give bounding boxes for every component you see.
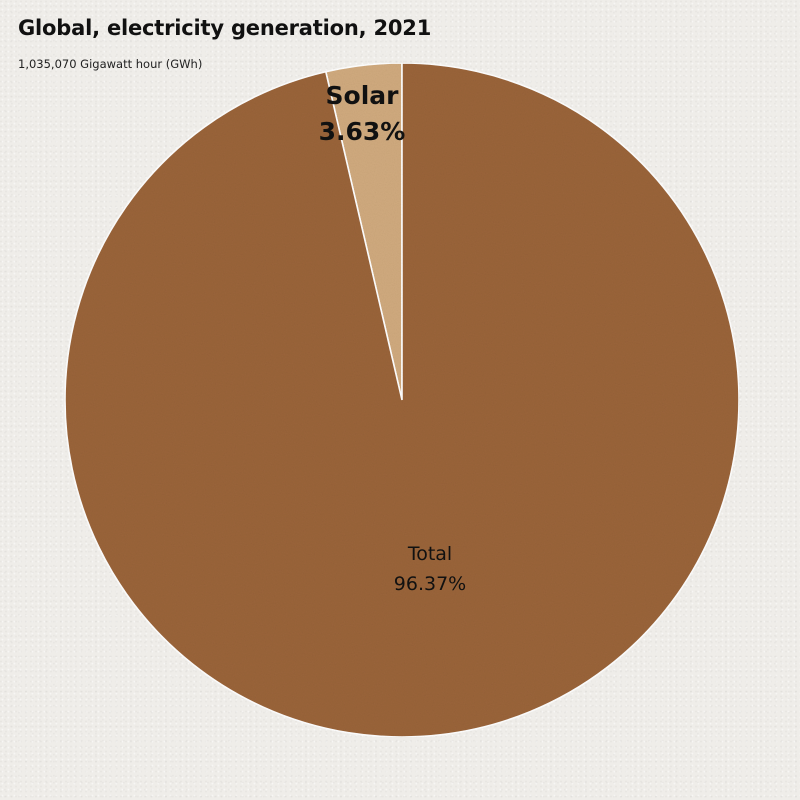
chart-title: Global, electricity generation, 2021 — [18, 16, 432, 40]
slice-label-total: Total — [407, 543, 452, 565]
slice-label-solar: Solar — [326, 81, 400, 110]
chart-subtitle: 1,035,070 Gigawatt hour (GWh) — [18, 57, 203, 71]
pie-slices — [64, 62, 740, 738]
slice-value-total: 96.37% — [394, 573, 466, 595]
pie-labels: Solar 3.63% Total 96.37% — [319, 81, 467, 595]
slice-value-solar: 3.63% — [319, 117, 406, 146]
pie-slice-total — [64, 62, 740, 738]
